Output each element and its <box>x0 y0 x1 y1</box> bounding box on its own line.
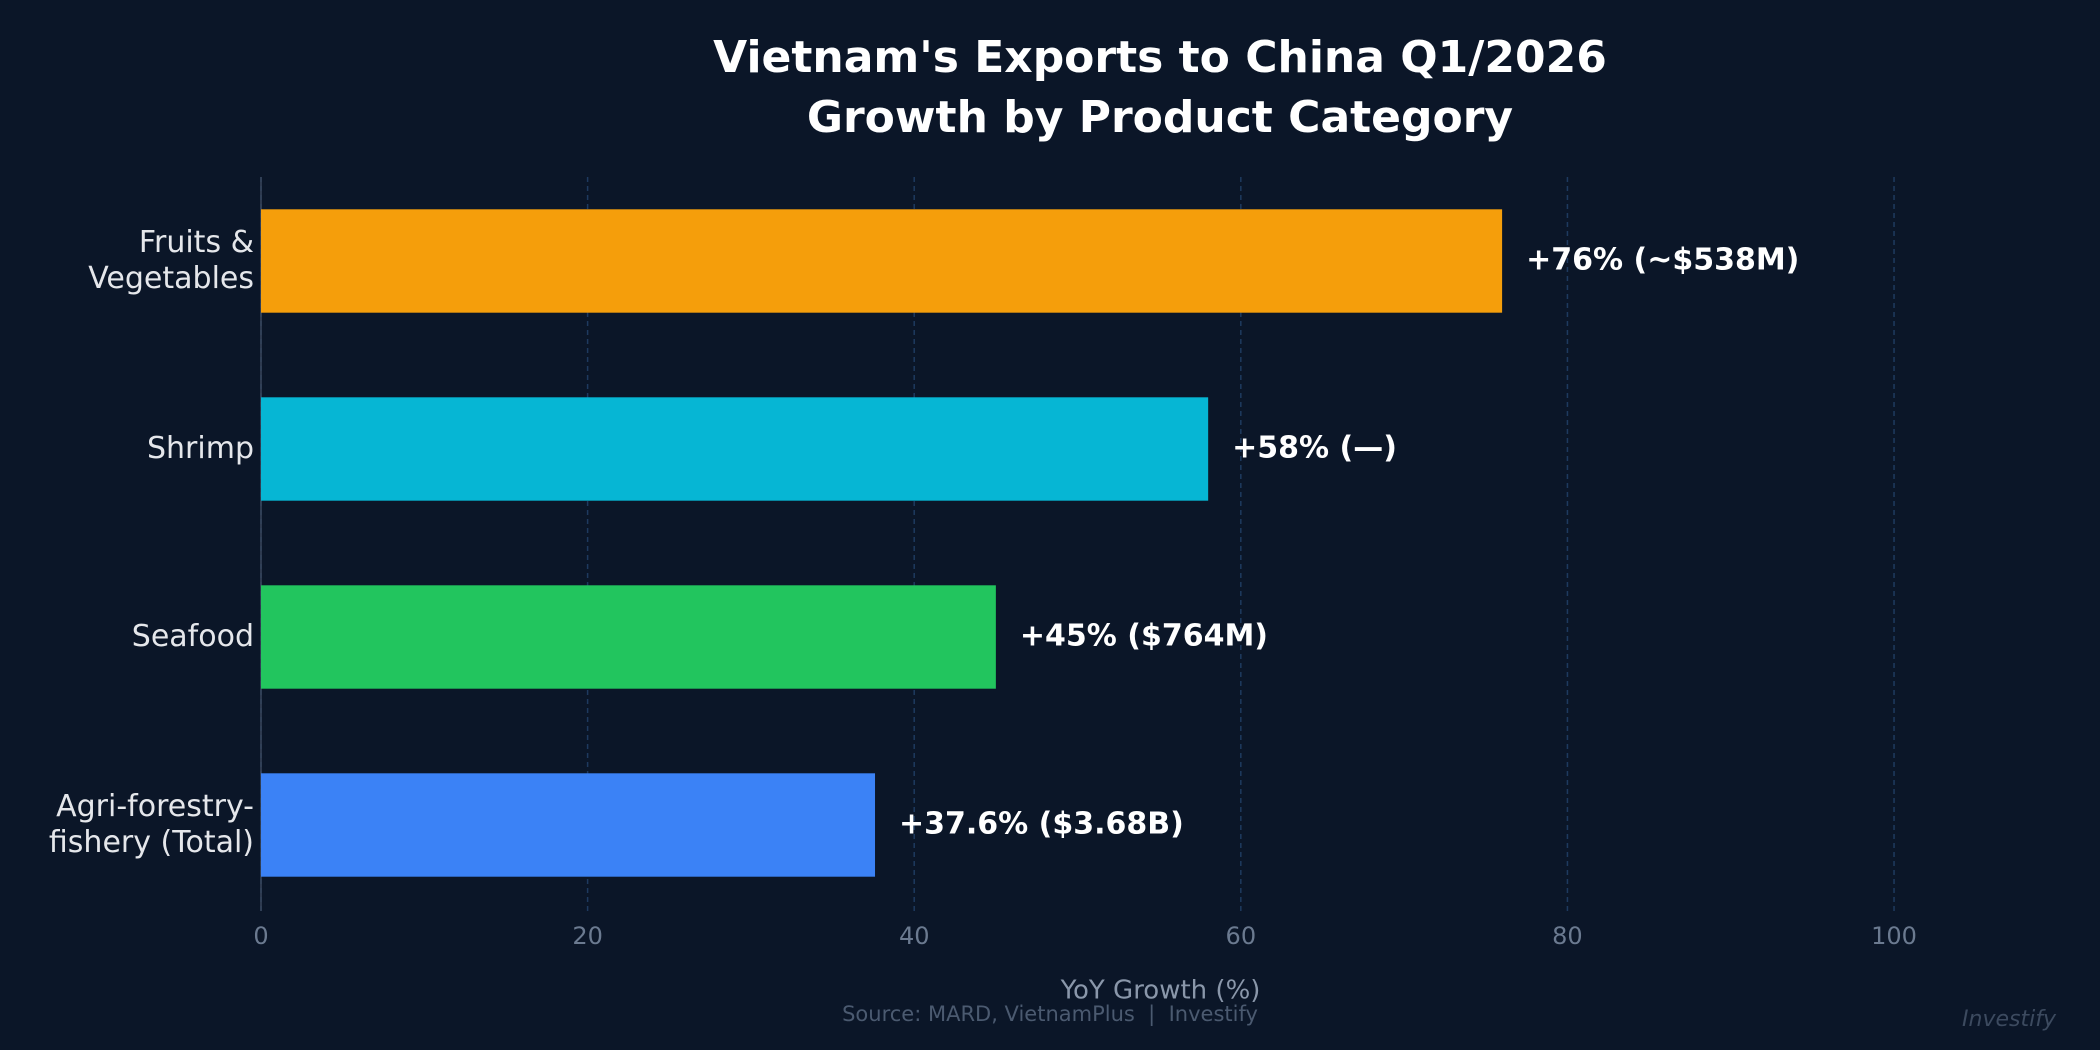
watermark: Investify <box>1962 1007 2057 1032</box>
y-tick-label: Seafood <box>131 619 254 654</box>
x-tick-label: 20 <box>572 922 603 950</box>
bar <box>261 209 1503 313</box>
x-axis-label: YoY Growth (%) <box>1060 976 1261 1006</box>
value-label: +58% (—) <box>1232 431 1397 466</box>
bar <box>261 397 1209 501</box>
value-label: +37.6% ($3.68B) <box>899 807 1184 842</box>
value-label: +45% ($764M) <box>1020 619 1268 654</box>
bar <box>261 585 996 689</box>
y-tick-label: Agri-forestry- fishery (Total) <box>48 789 254 860</box>
x-tick-label: 0 <box>253 922 268 950</box>
source-note: Source: MARD, VietnamPlus | Investify <box>842 1002 1258 1027</box>
y-tick-label: Shrimp <box>147 431 254 466</box>
y-tick-label: Fruits & Vegetables <box>88 225 254 296</box>
bar <box>261 773 876 877</box>
x-tick-label: 60 <box>1226 922 1257 950</box>
x-tick-label: 40 <box>899 922 930 950</box>
x-tick-label: 100 <box>1871 922 1917 950</box>
x-tick-label: 80 <box>1552 922 1583 950</box>
value-label: +76% (~$538M) <box>1526 243 1799 278</box>
chart-title: Vietnam's Exports to China Q1/2026 Growt… <box>713 32 1607 143</box>
